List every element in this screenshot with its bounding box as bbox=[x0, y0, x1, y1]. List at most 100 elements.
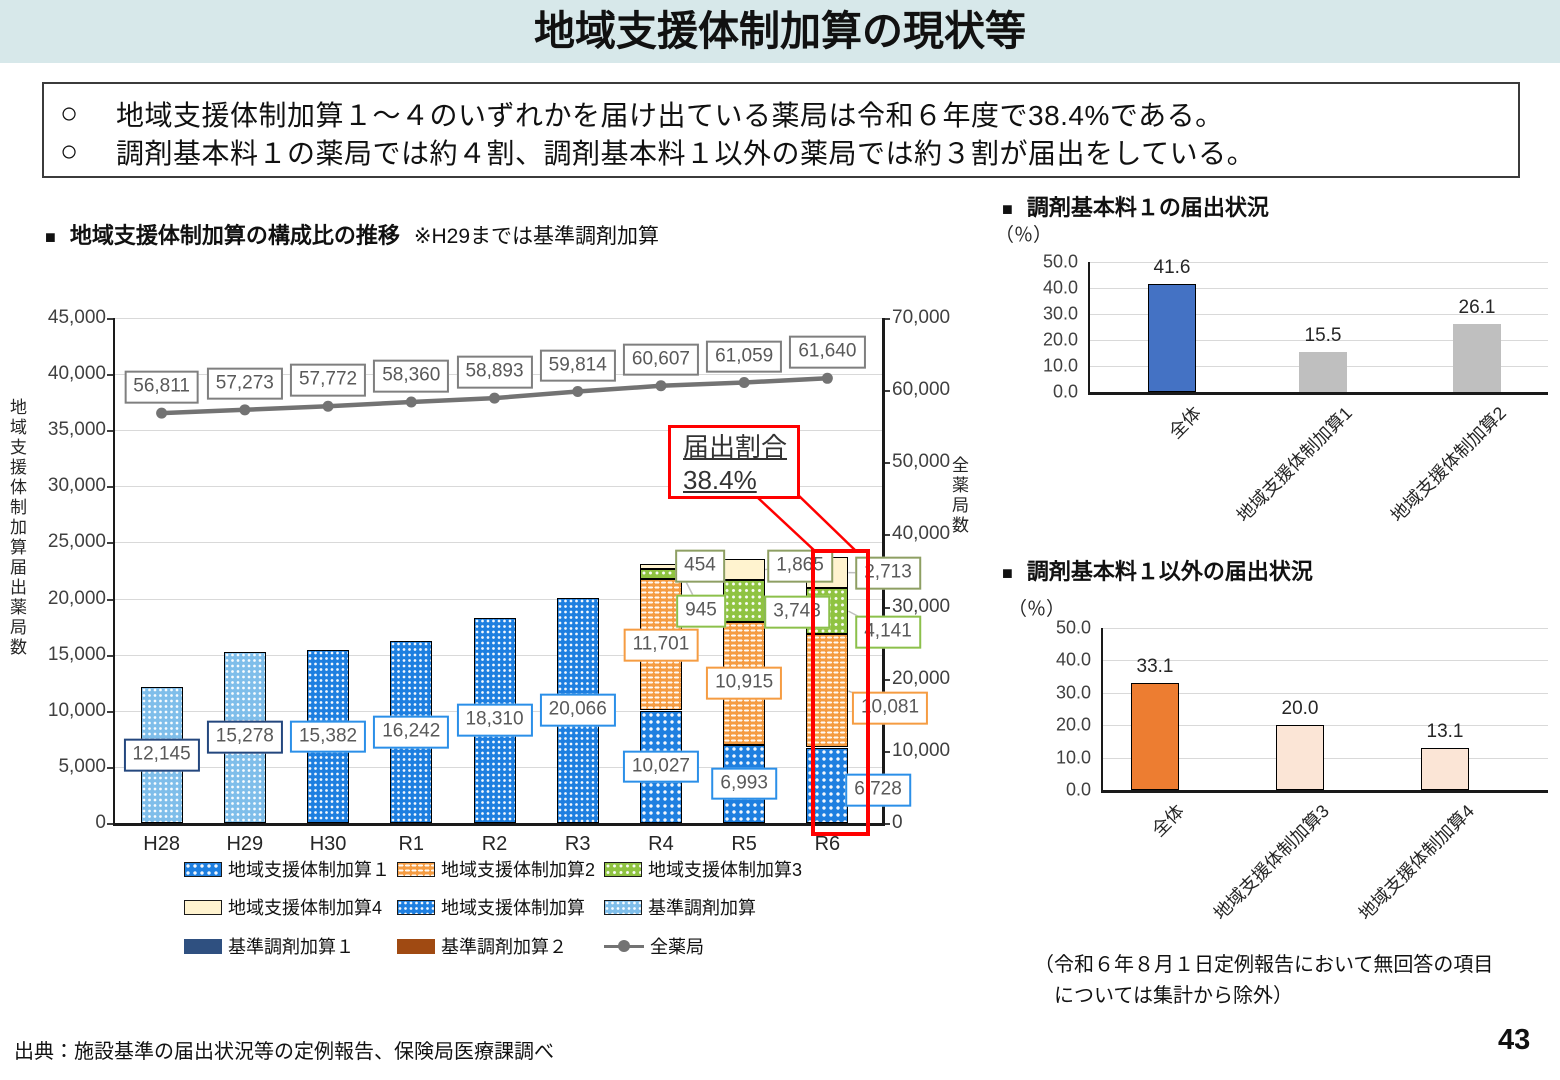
line-value-label: 60,607 bbox=[622, 343, 699, 377]
axis-tick-label: 20,000 bbox=[47, 587, 106, 609]
non-fee1-chart-heading: ■ 調剤基本料１以外の届出状況 bbox=[1002, 554, 1313, 586]
summary-text: 調剤基本料１の薬局では約４割、調剤基本料１以外の薬局では約３割が届出をしている。 bbox=[116, 138, 1256, 169]
bar-value-label: 10,915 bbox=[706, 666, 783, 700]
axis-tick-label: 25,000 bbox=[47, 531, 106, 553]
grid-line bbox=[115, 430, 882, 432]
legend-item: 基準調剤加算１ bbox=[184, 933, 354, 959]
category-label: H29 bbox=[226, 833, 264, 855]
summary-bullet: ○ 調剤基本料１の薬局では約４割、調剤基本料１以外の薬局では約３割が届出をしてい… bbox=[44, 132, 1255, 172]
bar-value-label: 20,066 bbox=[539, 694, 616, 727]
grid-line bbox=[115, 542, 882, 544]
axis-tick-label: 10,000 bbox=[892, 739, 951, 761]
category-label: 全体 bbox=[1148, 800, 1188, 841]
category-label: R1 bbox=[398, 833, 425, 855]
bar-value-label: 11,701 bbox=[623, 628, 699, 662]
axis-tick-label: 30,000 bbox=[47, 475, 106, 497]
legend-label: 地域支援体制加算2 bbox=[441, 860, 596, 880]
category-label: R4 bbox=[648, 833, 674, 855]
legend-item: 地域支援体制加算4 bbox=[184, 894, 382, 920]
line-value-label: 58,360 bbox=[373, 359, 450, 393]
line-value-label: 56,811 bbox=[124, 370, 199, 404]
axis-tick bbox=[107, 542, 115, 545]
line-value-label: 57,273 bbox=[206, 367, 283, 401]
legend-item: 地域支援体制加算 bbox=[397, 894, 585, 920]
axis-tick-label: 5,000 bbox=[58, 755, 106, 777]
fee1-chart-heading: ■ 調剤基本料１の届出状況 bbox=[1002, 190, 1269, 222]
grid-line bbox=[1103, 725, 1548, 727]
line-value-label: 61,059 bbox=[706, 340, 783, 373]
category-label: 地域支援体制加算1 bbox=[1232, 402, 1356, 526]
fee1-chart-title: 調剤基本料１の届出状況 bbox=[1026, 195, 1269, 220]
grid-line bbox=[115, 318, 882, 319]
legend-swatch bbox=[604, 861, 642, 877]
marker-dot bbox=[738, 377, 750, 389]
axis-tick bbox=[107, 430, 115, 433]
summary-box: ○ 地域支援体制加算１～４のいずれかを届け出ている薬局は令和６年度で38.4%で… bbox=[42, 82, 1520, 178]
axis-tick bbox=[107, 823, 115, 825]
bar-value-label: 41.6 bbox=[1153, 256, 1191, 278]
non-fee1-unit-label: （％） bbox=[1008, 599, 1066, 620]
legend-item: 地域支援体制加算１ bbox=[184, 856, 390, 882]
axis-tick-label: 20,000 bbox=[892, 667, 951, 689]
annotation-title: 届出割合 bbox=[683, 432, 788, 462]
axis-tick-label: 50,000 bbox=[892, 451, 951, 473]
legend-item: 基準調剤加算 bbox=[604, 894, 756, 920]
axis-tick bbox=[882, 606, 890, 609]
category-label: H28 bbox=[143, 833, 180, 855]
axis-tick bbox=[107, 486, 115, 489]
grid-line bbox=[1103, 692, 1548, 694]
grid-line bbox=[1103, 757, 1548, 759]
square-bullet-icon: ■ bbox=[45, 227, 56, 247]
category-label: R2 bbox=[481, 833, 508, 855]
axis-tick-label: 20.0 bbox=[1055, 714, 1091, 735]
bar-value-label: 15.5 bbox=[1304, 324, 1342, 346]
grid-line bbox=[1090, 314, 1548, 315]
axis-tick-label: 40,000 bbox=[47, 363, 106, 385]
axis-tick-label: 50.0 bbox=[1042, 251, 1078, 272]
bar bbox=[1299, 351, 1347, 392]
marker-dot bbox=[405, 396, 417, 408]
annotation-value: 38.4% bbox=[683, 465, 757, 496]
highlight-rect bbox=[811, 549, 870, 836]
bar-value-label: 15,382 bbox=[289, 720, 367, 754]
axis-tick bbox=[882, 390, 890, 393]
axis-tick-label: 30,000 bbox=[892, 595, 951, 617]
axis-tick bbox=[107, 766, 115, 769]
axis-tick-label: 0 bbox=[95, 812, 106, 833]
axis-tick-label: 40.0 bbox=[1055, 649, 1091, 670]
legend-label: 地域支援体制加算１ bbox=[228, 860, 390, 880]
legend-swatch bbox=[397, 899, 435, 915]
marker-dot bbox=[489, 392, 500, 404]
annotation-callout: 届出割合 38.4% bbox=[668, 425, 800, 499]
axis-tick-label: 20.0 bbox=[1042, 329, 1078, 350]
main-chart-title: 地域支援体制加算の構成比の推移 bbox=[69, 223, 400, 248]
axis-tick-label: 40.0 bbox=[1042, 277, 1078, 298]
axis-tick-label: 0 bbox=[892, 812, 903, 833]
legend-line-marker bbox=[604, 939, 644, 954]
left-axis-line bbox=[113, 318, 115, 825]
page-title: 地域支援体制加算の現状等 bbox=[534, 8, 1026, 54]
grid-line bbox=[1090, 340, 1548, 341]
marker-dot bbox=[156, 407, 168, 419]
main-chart-title-note: ※H29までは基準調剤加算 bbox=[413, 225, 660, 248]
bar-segment bbox=[723, 580, 766, 622]
left-axis-title: 地域支援体制加算届出薬局数 bbox=[7, 398, 26, 658]
category-label: R5 bbox=[731, 833, 757, 855]
legend-item: 地域支援体制加算2 bbox=[397, 856, 595, 882]
marker-dot bbox=[655, 380, 667, 392]
bar-segment bbox=[723, 559, 766, 580]
bar-value-label: 20.0 bbox=[1281, 698, 1319, 720]
grid-line bbox=[1103, 660, 1548, 662]
axis-tick bbox=[882, 678, 890, 681]
category-label: 地域支援体制加算4 bbox=[1354, 800, 1478, 924]
axis-tick-label: 10.0 bbox=[1042, 355, 1078, 376]
grid-line bbox=[115, 486, 882, 488]
axis-tick-label: 35,000 bbox=[47, 419, 106, 441]
bar bbox=[1421, 747, 1469, 790]
axis-tick bbox=[107, 598, 115, 601]
axis-tick-label: 40,000 bbox=[892, 523, 951, 545]
legend-swatch bbox=[184, 899, 222, 915]
x-axis-line bbox=[1101, 790, 1548, 793]
legend-label: 全薬局 bbox=[650, 937, 704, 957]
legend-label: 基準調剤加算 bbox=[648, 898, 756, 918]
